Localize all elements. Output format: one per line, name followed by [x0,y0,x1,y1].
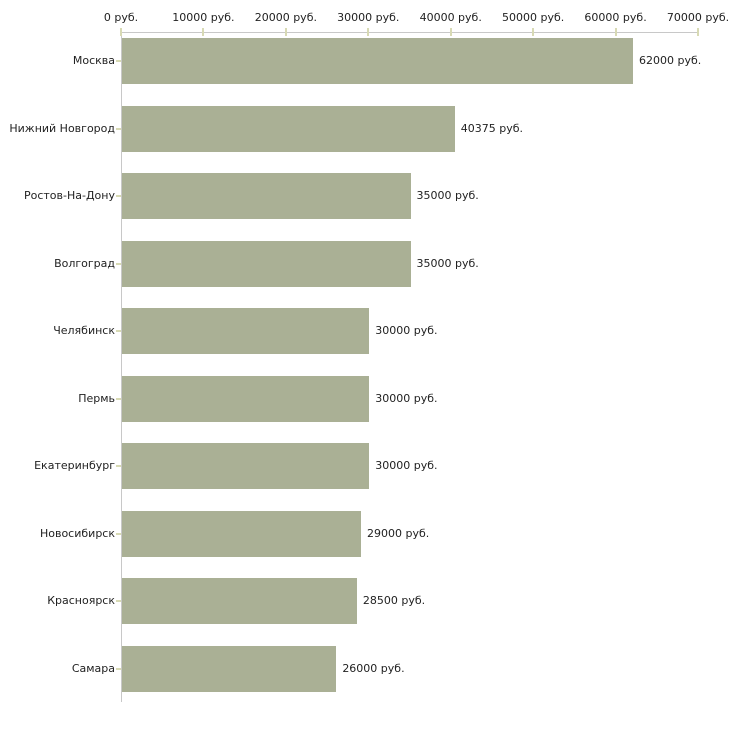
category-tick [116,330,121,332]
category-tick [116,600,121,602]
x-axis-label: 10000 руб. [172,11,235,24]
category-tick [116,397,121,400]
x-axis-label: 20000 руб. [254,11,317,24]
category-label: Пермь [78,391,115,405]
category-label: Нижний Новгород [9,121,115,135]
x-axis-tick [449,28,452,36]
value-label: 30000 руб. [375,324,438,337]
category-label: Самара [71,661,115,675]
category-label: Красноярск [47,594,115,607]
value-label: 30000 руб. [375,459,438,472]
bar [122,308,370,354]
x-axis-label: 40000 руб. [419,11,482,24]
category-label: Новосибирск [39,526,115,540]
category-tick [116,667,121,670]
bar [122,105,455,152]
bar [122,375,370,422]
value-label: 28500 руб. [362,594,426,607]
bar [122,38,634,84]
category-tick [116,127,121,130]
category-label: Волгоград [54,256,115,270]
value-label: 26000 руб. [342,661,405,675]
category-label: Челябинск [53,324,115,337]
x-axis-tick [202,28,205,36]
category-label: Ростов-На-Дону [23,189,115,202]
bar [122,645,337,692]
x-axis-tick [367,28,370,36]
x-axis-label: 0 руб. [103,11,139,24]
category-tick [116,195,121,197]
value-label: 30000 руб. [375,391,438,405]
x-axis-tick [284,28,287,36]
value-label: 35000 руб. [416,256,479,270]
category-label: Екатеринбург [34,459,115,472]
x-axis-tick [120,28,122,36]
value-label: 35000 руб. [416,189,479,202]
x-axis-label: 60000 руб. [584,11,647,24]
value-label: 62000 руб. [639,54,702,67]
x-axis-label: 70000 руб. [666,11,730,24]
x-axis-tick [697,28,699,36]
x-axis-line [121,32,699,33]
category-label: Москва [72,54,115,67]
x-axis-label: 30000 руб. [337,11,400,24]
bar [122,443,370,489]
category-tick [116,465,121,467]
y-axis-line [121,32,122,702]
bar [122,173,411,219]
value-label: 29000 руб. [367,526,430,540]
x-axis-label: 50000 руб. [502,11,565,24]
category-tick [116,532,121,535]
x-axis-tick [532,28,535,36]
value-label: 40375 руб. [460,121,524,135]
x-axis-tick [614,28,617,36]
bar [122,578,357,624]
category-tick [116,262,121,265]
bar [122,240,411,287]
category-tick [116,60,121,62]
bar [122,510,362,557]
